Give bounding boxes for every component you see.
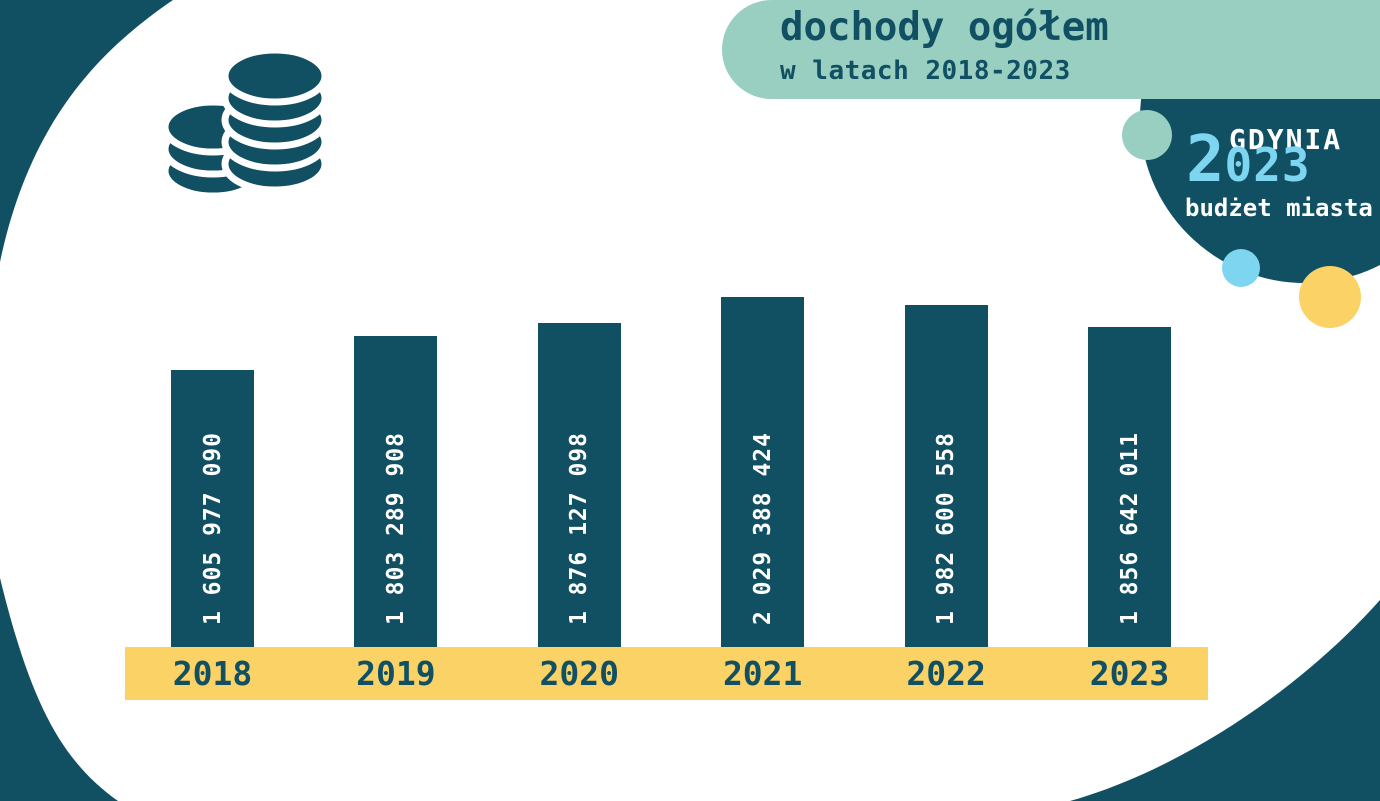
bar-value-label: 1 982 600 558 <box>933 431 960 625</box>
chart-subtitle: w latach 2018-2023 <box>780 56 1071 86</box>
bar-2021: 2 029 388 424 <box>721 297 805 647</box>
bar-2022: 1 982 600 558 <box>904 305 988 647</box>
yellow-circle <box>1299 266 1361 328</box>
axis-label-2018: 2018 <box>172 654 253 693</box>
axis-label-2023: 2023 <box>1089 654 1170 693</box>
corner-top-left-shape <box>0 0 173 262</box>
bar-2019: 1 803 289 908 <box>354 336 438 647</box>
blue-circle <box>1222 249 1260 287</box>
coins-icon <box>161 46 329 200</box>
bar-value-label: 1 856 642 011 <box>1116 431 1143 625</box>
bar-2020: 1 876 127 098 <box>537 323 621 647</box>
axis-label-2019: 2019 <box>356 654 436 693</box>
corner-bottom-left-shape <box>0 578 118 801</box>
bar-2023: 1 856 642 011 <box>1088 327 1171 647</box>
bar-value-label: 1 876 127 098 <box>566 431 593 625</box>
corner-bottom-right-shape <box>1070 600 1380 801</box>
axis-band <box>125 647 1208 700</box>
bar-value-label: 1 803 289 908 <box>382 431 409 625</box>
axis-label-2020: 2020 <box>539 654 620 693</box>
axis-label-2022: 2022 <box>906 654 986 693</box>
title-badge: dochody ogółem w latach 2018-2023 <box>722 0 1380 99</box>
chart-title: dochody ogółem <box>780 5 1109 50</box>
mint-circle <box>1122 110 1172 160</box>
bar-2018: 1 605 977 090 <box>171 370 254 647</box>
bar-value-label: 1 605 977 090 <box>199 431 226 625</box>
axis-label-2021: 2021 <box>722 654 803 693</box>
bar-value-label: 2 029 388 424 <box>749 431 776 625</box>
